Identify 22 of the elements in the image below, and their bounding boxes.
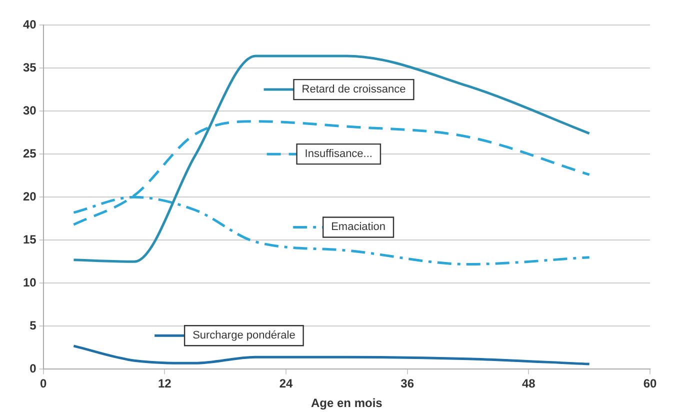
x-tick-label: 0: [40, 376, 48, 391]
legend-label: Retard de croissance: [302, 84, 406, 96]
x-tick-label: 24: [279, 376, 294, 391]
y-tick-label: 10: [22, 275, 37, 290]
y-tick-label: 15: [22, 232, 37, 246]
y-tick-label: 5: [30, 318, 37, 332]
x-tick-label: 36: [400, 376, 414, 391]
y-tick-label: 40: [22, 17, 37, 32]
line-series: [72, 54, 591, 263]
legend-label: Insuffisance...: [304, 148, 372, 160]
y-tick-label: 30: [22, 103, 37, 118]
legend-label: Surcharge pondérale: [192, 330, 296, 342]
y-tick-label: 0: [30, 362, 37, 376]
y-tick-label: 20: [22, 189, 37, 204]
x-tick-label: 12: [158, 376, 172, 391]
y-tick-label: 25: [22, 146, 37, 160]
line-series: [72, 344, 591, 366]
y-tick-label: 35: [22, 60, 37, 74]
x-tick-label: 60: [643, 376, 657, 391]
legend-label: Emaciation: [331, 221, 386, 234]
x-axis-title: Age en mois: [310, 396, 383, 410]
x-tick-label: 48: [522, 376, 536, 391]
